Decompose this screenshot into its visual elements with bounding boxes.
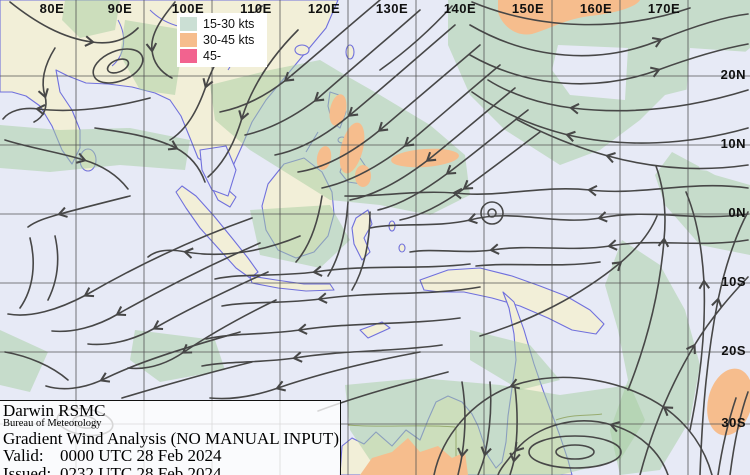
longitude-label: 100E [171, 1, 205, 16]
issued-label: Issued: [3, 463, 52, 475]
longitude-label: 90E [107, 1, 133, 16]
valid-value: 0000 UTC 28 Feb 2024 [60, 446, 222, 466]
bureau-name: Bureau of Meteorology [3, 418, 102, 430]
legend-label: 30-45 kts [203, 33, 255, 47]
legend-swatch-30-45-icon [180, 33, 197, 47]
latitude-label: 10N [720, 136, 746, 151]
issued-time-line: Issued: 0232 UTC 28 Feb 2024 [3, 463, 340, 475]
maluku-island [398, 243, 406, 253]
latitude-label: 0N [728, 205, 746, 220]
longitude-label: 150E [511, 1, 545, 16]
sea-pocket-layer [552, 45, 750, 175]
java-island [249, 275, 335, 292]
latitude-label: 20S [721, 343, 746, 358]
legend-label: 15-30 kts [203, 17, 255, 31]
valid-time-line: Valid: 0000 UTC 28 Feb 2024 [3, 446, 340, 466]
hainan-island [294, 44, 310, 56]
taiwan-island [345, 44, 355, 60]
product-title: Gradient Wind Analysis (NO MANUAL INPUT) [3, 429, 339, 449]
issued-value: 0232 UTC 28 Feb 2024 [60, 463, 222, 475]
issuing-info-box: Darwin RSMC Bureau of Meteorology Gradie… [0, 400, 341, 475]
legend-swatch-15-30-icon [180, 17, 197, 31]
legend-label: 45- [203, 49, 222, 63]
gulf-of-thailand [199, 145, 237, 197]
legend-swatch-45plus-icon [180, 49, 197, 63]
longitude-label: 130E [375, 1, 409, 16]
latitude-label: 20N [720, 67, 746, 82]
legend-row: 45- [180, 48, 263, 64]
longitude-label: 110E [240, 1, 272, 16]
longitude-label: 170E [647, 1, 681, 16]
longitude-label: 140E [443, 1, 477, 16]
latitude-label: 10S [721, 274, 746, 289]
legend-row: 30-45 kts [180, 32, 263, 48]
valid-label: Valid: [3, 446, 44, 466]
shading-30-45kt-layer [316, 0, 750, 475]
longitude-label: 120E [307, 1, 341, 16]
longitude-label: 160E [579, 1, 613, 16]
legend-row: 15-30 kts [180, 16, 263, 32]
latitude-label: 30S [721, 415, 746, 430]
longitude-label: 80E [39, 1, 65, 16]
agency-name: Darwin RSMC [3, 401, 106, 420]
wind-speed-legend: 15-30 kts 30-45 kts 45- [177, 13, 267, 67]
